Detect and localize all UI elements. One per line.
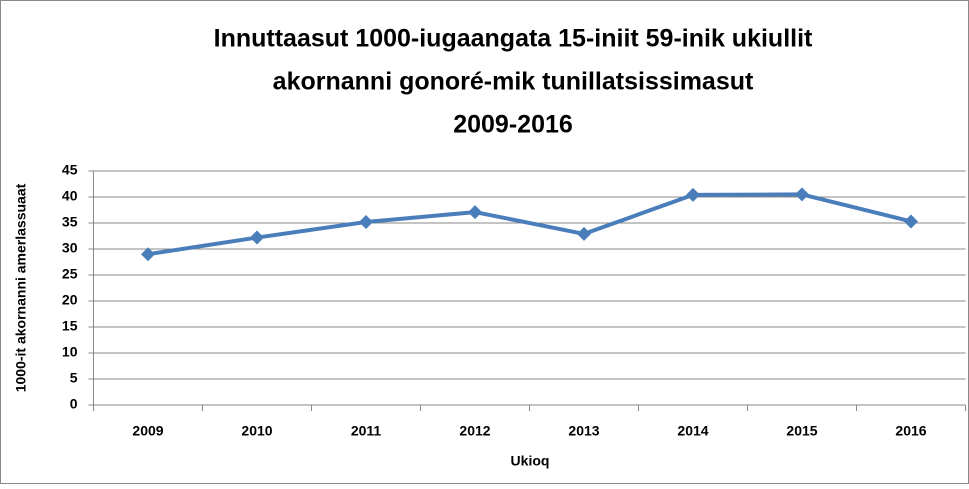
x-tick-label: 2012: [459, 423, 490, 439]
y-tick-label: 20: [62, 292, 78, 308]
y-tick-label: 25: [62, 266, 78, 282]
x-tick-label: 2016: [895, 423, 926, 439]
x-tick-label: 2009: [132, 423, 163, 439]
data-point: [141, 247, 155, 262]
x-tick-label: 2013: [568, 423, 599, 439]
data-point: [904, 214, 918, 229]
x-tick-label: 2011: [351, 423, 382, 439]
y-tick-label: 0: [70, 396, 78, 412]
data-point: [795, 187, 809, 202]
chart-title: akornanni gonoré-mik tunillatsissimasut: [273, 68, 754, 96]
y-tick-label: 5: [70, 370, 78, 386]
y-tick-label: 30: [62, 240, 78, 256]
y-axis-title: 1000-it akornanni amerlassuaat: [13, 183, 29, 392]
x-tick-label: 2010: [241, 423, 272, 439]
y-tick-label: 35: [62, 214, 78, 230]
data-line: [147, 192, 912, 257]
y-tick-label: 10: [62, 344, 78, 360]
x-axis-title: Ukioq: [511, 453, 550, 469]
data-point: [686, 187, 700, 202]
data-point: [468, 205, 482, 220]
y-tick-label: 40: [62, 188, 78, 204]
chart-title: Innuttaasut 1000-iugaangata 15-iniit 59-…: [214, 25, 813, 53]
x-tick-label: 2014: [677, 423, 708, 439]
y-tick-label: 45: [62, 162, 78, 178]
data-point: [359, 214, 373, 229]
data-point: [577, 226, 591, 241]
chart-title: 2009-2016: [453, 111, 573, 139]
x-tick-label: 2015: [786, 423, 817, 439]
data-point: [250, 230, 264, 245]
y-tick-label: 15: [62, 318, 78, 334]
